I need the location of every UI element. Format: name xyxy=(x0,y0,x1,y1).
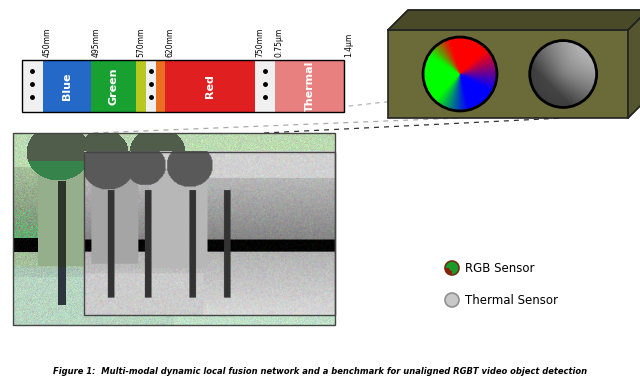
Bar xyxy=(22,60,43,112)
Bar xyxy=(84,152,335,315)
Bar xyxy=(136,60,146,112)
Polygon shape xyxy=(388,10,640,30)
Bar xyxy=(146,60,156,112)
Text: Thermal: Thermal xyxy=(305,60,314,112)
Text: 0.75μm: 0.75μm xyxy=(275,28,284,57)
Text: Thermal Sensor: Thermal Sensor xyxy=(465,293,558,307)
Circle shape xyxy=(445,293,459,307)
Text: Green: Green xyxy=(109,67,119,105)
Bar xyxy=(275,60,344,112)
Text: Red: Red xyxy=(205,74,216,98)
Text: 750mm: 750mm xyxy=(255,28,264,57)
Bar xyxy=(156,60,165,112)
Text: Figure 1:  Multi-modal dynamic local fusion network and a benchmark for unaligne: Figure 1: Multi-modal dynamic local fusi… xyxy=(53,367,587,377)
Bar xyxy=(22,60,344,112)
Bar xyxy=(165,60,255,112)
Bar xyxy=(13,133,335,325)
Text: 450mm: 450mm xyxy=(43,28,52,57)
Text: RGB Sensor: RGB Sensor xyxy=(465,261,534,274)
Text: 620mm: 620mm xyxy=(165,28,174,57)
Bar xyxy=(92,60,136,112)
Bar xyxy=(388,30,628,118)
Bar xyxy=(43,60,92,112)
Circle shape xyxy=(445,261,459,275)
Text: 570mm: 570mm xyxy=(136,28,145,57)
Polygon shape xyxy=(628,10,640,118)
Bar xyxy=(255,60,275,112)
Text: 495mm: 495mm xyxy=(92,28,100,57)
Text: 1.4μm: 1.4μm xyxy=(344,33,353,57)
Text: Blue: Blue xyxy=(62,72,72,100)
